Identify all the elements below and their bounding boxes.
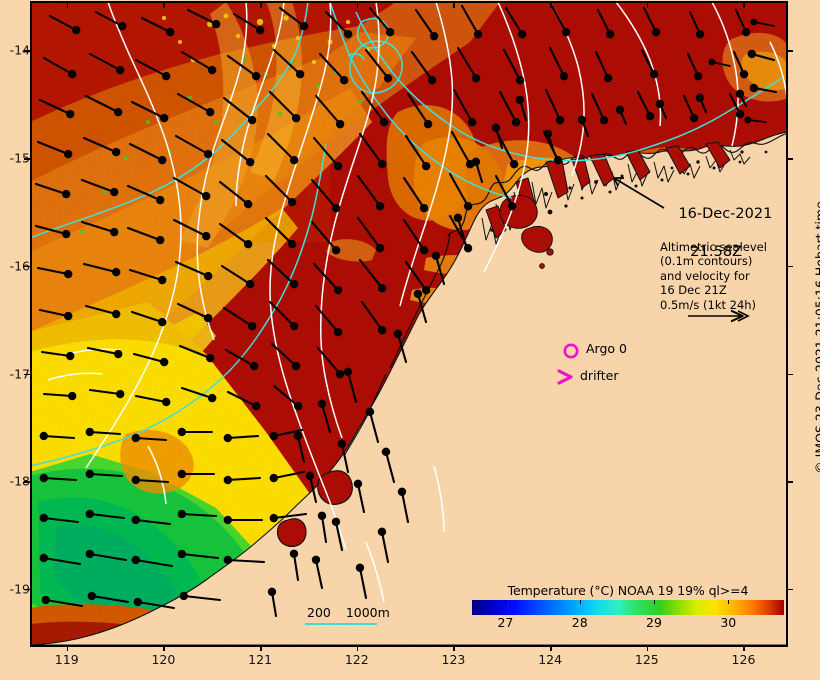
x-axis-tick-top bbox=[453, 2, 455, 8]
map-canvas[interactable] bbox=[30, 2, 788, 645]
colorbar-tick-label: 30 bbox=[720, 615, 737, 630]
y-axis-tick-label: -14 bbox=[9, 42, 30, 58]
x-axis-tick-top bbox=[550, 2, 552, 8]
colorbar-tick-mark bbox=[505, 600, 507, 604]
x-axis-tick bbox=[550, 645, 552, 651]
copyright-text: © IMOS 23-Dec-2021 21:05:16 Hobart time bbox=[812, 201, 820, 474]
y-axis-tick-label: -17 bbox=[9, 366, 30, 382]
altimetry-contours bbox=[47, 2, 788, 603]
argo-circle-icon bbox=[563, 343, 579, 359]
colorbar-tick-mark bbox=[654, 600, 655, 604]
bathymetry-contours bbox=[30, 2, 783, 467]
x-axis-tick-top bbox=[743, 2, 745, 8]
colorbar: Temperature (°C) NOAA 19 19% ql>=4 27 28 2… bbox=[472, 583, 784, 631]
colorbar-ticks: 27 28 29 30 bbox=[472, 600, 784, 631]
date-leader-line bbox=[613, 177, 665, 209]
colorbar-tick-mark bbox=[579, 600, 581, 604]
legend-drifter: drifter bbox=[556, 368, 676, 388]
y-axis-tick-label: -18 bbox=[9, 473, 30, 489]
x-axis-tick bbox=[163, 645, 165, 651]
x-axis-tick-label: 119 bbox=[54, 652, 79, 667]
timestamp-time: 21:58Z bbox=[690, 244, 743, 260]
x-axis-tick bbox=[260, 645, 262, 651]
y-axis-tick-label: -15 bbox=[9, 150, 30, 166]
y-axis-tick-right bbox=[786, 373, 793, 376]
x-axis-tick bbox=[453, 645, 455, 651]
x-axis-tick-label: 120 bbox=[151, 652, 176, 667]
colorbar-tick-label: 28 bbox=[571, 615, 588, 630]
x-axis-tick-label: 125 bbox=[634, 652, 659, 667]
bathy-200-label: 200 bbox=[307, 605, 331, 620]
x-axis-tick bbox=[66, 645, 69, 651]
x-axis-tick-label: 121 bbox=[248, 652, 273, 667]
x-axis-tick-top bbox=[163, 2, 165, 8]
y-axis-tick-label: -16 bbox=[9, 258, 30, 274]
y-axis-tick bbox=[24, 373, 31, 376]
velocity-scale-arrow bbox=[688, 308, 750, 324]
y-axis-tick bbox=[24, 158, 31, 160]
x-axis-tick-top bbox=[356, 2, 359, 8]
y-axis-tick-label: -19 bbox=[9, 581, 30, 597]
y-axis-tick bbox=[24, 481, 31, 483]
y-axis-tick-right bbox=[786, 265, 793, 268]
colorbar-tick-label: 27 bbox=[497, 615, 514, 630]
velocity-vectors bbox=[34, 4, 778, 618]
bathymetry-scale-line bbox=[305, 623, 377, 625]
timestamp-annotation: 16-Dec-2021 21:58Z bbox=[660, 186, 772, 300]
colorbar-tick-label: 29 bbox=[646, 615, 662, 630]
y-axis-tick-right bbox=[786, 481, 793, 483]
y-axis-tick-right bbox=[786, 50, 793, 52]
x-axis-tick-top bbox=[66, 2, 69, 8]
y-axis-tick bbox=[24, 265, 31, 268]
y-axis-tick bbox=[24, 50, 31, 52]
bathymetry-scale: 200 1000m bbox=[307, 605, 390, 620]
timestamp-date: 16-Dec-2021 bbox=[678, 206, 773, 222]
legend-argo-label: Argo 0 bbox=[586, 341, 627, 356]
copyright-container: © IMOS 23-Dec-2021 21:05:16 Hobart time bbox=[800, 0, 820, 680]
y-axis-tick-right bbox=[786, 588, 793, 591]
colorbar-title: Temperature (°C) NOAA 19 19% ql>=4 bbox=[507, 583, 749, 598]
x-axis-tick-label: 123 bbox=[441, 652, 466, 667]
map-plot-area[interactable] bbox=[30, 2, 788, 645]
drifter-arrow-icon bbox=[557, 369, 573, 385]
colorbar-gradient bbox=[472, 600, 784, 615]
altimetry-note: Altimetric sealevel (0.1m contours) and … bbox=[660, 240, 767, 312]
velocity-vectors-ne bbox=[708, 18, 775, 124]
x-axis-tick-top bbox=[260, 2, 262, 8]
x-axis-tick bbox=[646, 645, 649, 651]
y-axis-tick-right bbox=[786, 158, 793, 160]
x-axis-tick bbox=[743, 645, 745, 651]
y-axis-tick bbox=[24, 588, 31, 591]
x-axis-tick bbox=[356, 645, 359, 651]
colorbar-tick-mark bbox=[728, 600, 730, 604]
legend-drifter-label: drifter bbox=[580, 368, 619, 383]
x-axis-tick-label: 122 bbox=[344, 652, 369, 667]
legend-argo: Argo 0 bbox=[560, 340, 680, 362]
x-axis-tick-label: 126 bbox=[731, 652, 756, 667]
x-axis-tick-top bbox=[646, 2, 649, 8]
bathy-1000-label: 1000m bbox=[345, 605, 390, 620]
x-axis-tick-label: 124 bbox=[538, 652, 563, 667]
